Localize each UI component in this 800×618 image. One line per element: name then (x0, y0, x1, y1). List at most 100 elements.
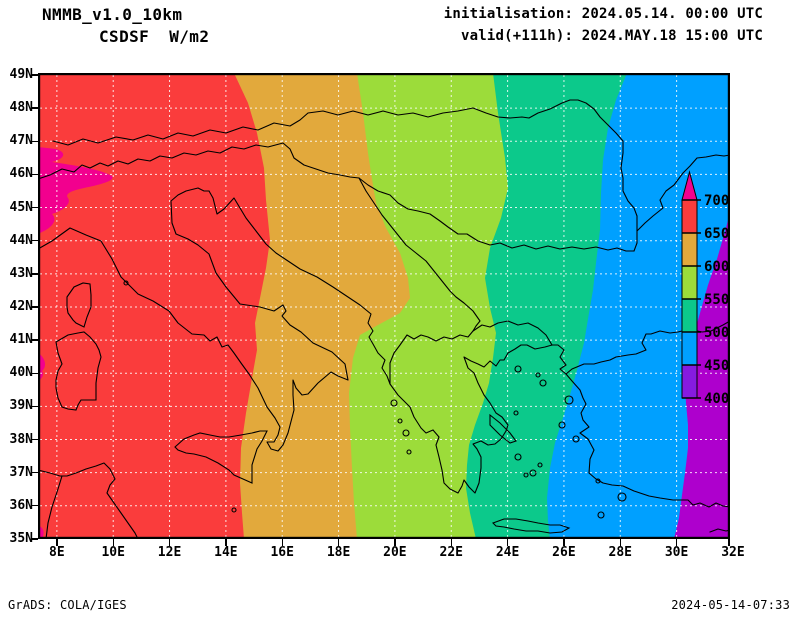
small-island (390, 399, 398, 407)
island-corsica (66, 282, 92, 328)
lat-tick-label: 35N (9, 530, 33, 546)
lon-tick (56, 539, 58, 546)
border-tunisia-algeria (45, 475, 63, 539)
lon-tick-label: 22E (439, 545, 463, 560)
lon-tick (112, 539, 114, 546)
coast-blacksea-west (633, 154, 730, 252)
coastlines-borders (38, 99, 730, 539)
small-island (564, 395, 574, 405)
plot-timestamp: 2024-05-14-07:33 (671, 598, 790, 612)
lat-tick (31, 140, 38, 142)
graticule-gridlines (40, 75, 728, 537)
aegean-small-islands (123, 280, 627, 519)
small-island (397, 418, 403, 424)
lon-tick (225, 539, 227, 546)
lat-tick-label: 45N (9, 199, 33, 215)
variable-title: CSDSF W/m2 (99, 27, 210, 46)
lat-tick-label: 40N (9, 365, 33, 381)
colorbar-tick-label: 650 (704, 226, 729, 242)
lon-tick-label: 14E (214, 545, 238, 560)
map-plot-area: 700 650 600 550 500 450 400 (38, 73, 730, 539)
lat-tick-label: 38N (9, 431, 33, 447)
lon-tick (563, 539, 565, 546)
colorbar-tick-label: 450 (704, 358, 729, 374)
lat-tick (31, 538, 38, 540)
lat-tick-label: 49N (9, 66, 33, 82)
lon-tick (168, 539, 171, 546)
small-island (558, 421, 566, 429)
island-sicily (174, 430, 268, 484)
coast-north-africa (38, 462, 139, 539)
lat-tick (31, 505, 38, 507)
lon-tick-label: 10E (101, 545, 125, 560)
colorbar-segment-450-500 (681, 331, 698, 366)
lat-tick-label: 48N (9, 100, 33, 116)
colorbar-segment-500-550 (681, 298, 698, 333)
colorbar-tick-label: 600 (704, 259, 729, 275)
contour-bands (38, 73, 730, 539)
lon-tick-label: 30E (664, 545, 689, 560)
small-island (617, 492, 627, 502)
small-island (123, 280, 129, 286)
lat-tick (31, 339, 38, 341)
grads-credit: GrADS: COLA/IGES (8, 598, 127, 612)
lon-tick-label: 32E (721, 545, 745, 560)
lat-tick (31, 206, 38, 209)
border-bulgaria-greece (472, 320, 553, 346)
map-frame-border (38, 73, 730, 539)
lat-tick (31, 405, 38, 408)
small-island (535, 372, 541, 378)
lat-tick (31, 306, 38, 308)
lon-tick-label: 16E (270, 545, 294, 560)
small-island (402, 429, 410, 437)
lon-tick (619, 539, 621, 546)
small-island (595, 478, 601, 484)
small-island (572, 435, 580, 443)
lon-tick-label: 26E (552, 545, 576, 560)
colorbar-tick-label: 400 (704, 391, 729, 407)
small-island (523, 472, 529, 478)
lon-tick (506, 539, 509, 546)
lat-tick-label: 46N (9, 166, 33, 182)
colorbar-segment-400-450 (681, 364, 698, 399)
island-crete (492, 518, 571, 534)
lat-tick-label: 36N (9, 497, 33, 513)
coast-istria-croatia-albania (208, 190, 434, 434)
small-island (513, 410, 519, 416)
small-island (514, 365, 522, 373)
band-gt-700-patch-west (38, 147, 113, 234)
lon-tick (281, 539, 283, 546)
lat-tick (31, 239, 38, 242)
lon-tick (394, 539, 396, 546)
border-alps (38, 142, 360, 180)
lat-tick-label: 41N (9, 332, 33, 348)
lon-tick-label: 28E (608, 545, 632, 560)
small-island (231, 507, 237, 513)
lon-tick-label: 20E (383, 545, 407, 560)
lat-tick (31, 74, 38, 76)
small-island (406, 449, 412, 455)
border-central-europe (52, 107, 474, 146)
lon-tick (728, 539, 730, 546)
lat-tick (31, 372, 38, 374)
small-island (537, 462, 543, 468)
lat-tick-label: 43N (9, 265, 33, 281)
small-island (597, 511, 605, 519)
lon-tick (450, 539, 452, 546)
lon-tick-label: 8E (49, 545, 65, 560)
colorbar-segment-650-700 (681, 199, 698, 234)
lat-tick (31, 173, 38, 176)
lat-tick (31, 273, 38, 275)
colorbar-segment-600-650 (681, 232, 698, 267)
colorbar-tick-label: 550 (704, 292, 729, 308)
model-title: NMMB_v1.0_10km (42, 5, 183, 24)
coast-west-turkey (565, 373, 730, 508)
coast-greece-peloponnese (432, 344, 567, 494)
small-island (514, 453, 522, 461)
island-sardinia (55, 331, 102, 411)
lat-tick (31, 471, 38, 474)
island-euboea (489, 413, 517, 444)
coast-italy (38, 187, 349, 452)
lat-tick (31, 107, 38, 109)
valid-time-label: valid(+111h): 2024.MAY.18 15:00 UTC (460, 28, 763, 44)
